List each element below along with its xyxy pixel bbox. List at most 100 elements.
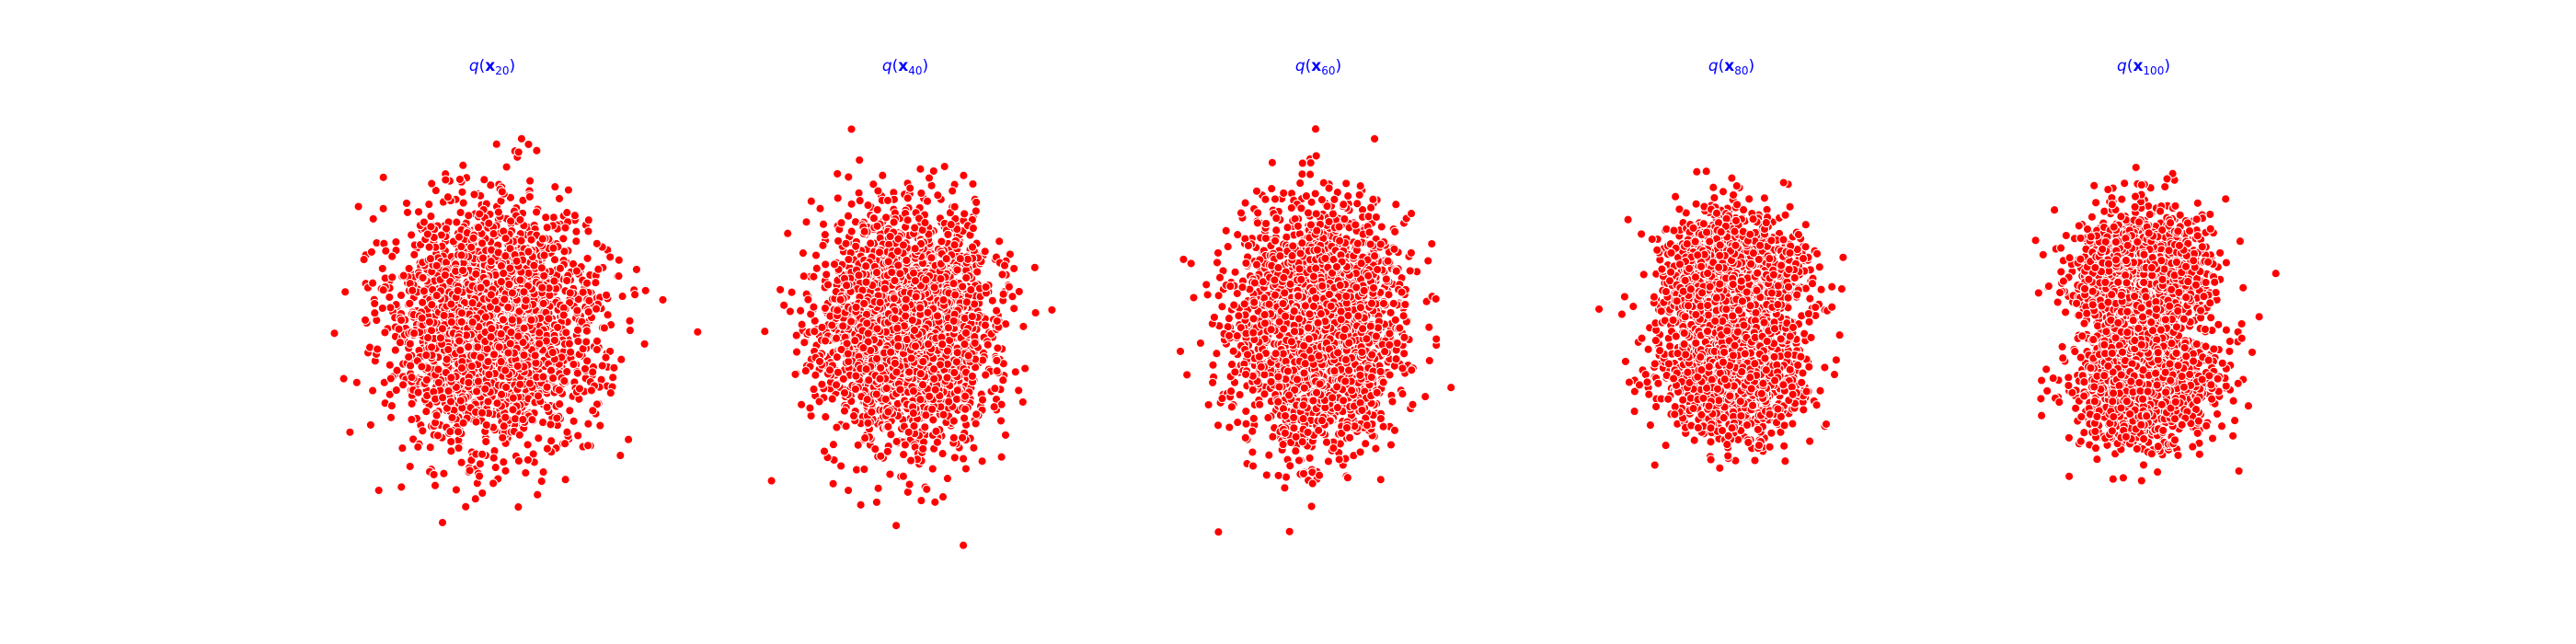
scatter-point (554, 385, 565, 396)
scatter-point (366, 247, 377, 258)
scatter-point (518, 414, 528, 425)
scatter-point (454, 174, 466, 185)
scatter-point (413, 442, 423, 452)
scatter-point (542, 443, 553, 454)
scatter-point (989, 402, 999, 412)
scatter-point (500, 294, 510, 305)
scatter-point (573, 336, 583, 347)
scatter-point (564, 339, 575, 349)
scatter-point (534, 339, 545, 349)
scatter-point (854, 188, 864, 198)
scatter-point (597, 361, 607, 371)
scatter-point (471, 386, 482, 397)
scatter-point (532, 145, 542, 155)
scatter-point (582, 441, 593, 451)
scatter-point (345, 427, 355, 437)
scatter-point (508, 393, 518, 403)
scatter-point (583, 226, 593, 236)
scatter-point (586, 385, 597, 396)
scatter-point (387, 251, 397, 261)
scatter-point (368, 213, 378, 224)
scatter-point (378, 285, 388, 295)
scatter-point (521, 467, 531, 478)
scatter-point (555, 399, 565, 409)
scatter-point (437, 517, 448, 528)
scatter-point (968, 178, 978, 190)
scatter-point (464, 211, 474, 221)
scatter-point (1009, 304, 1019, 314)
scatter-point (559, 439, 570, 449)
scatter-point (937, 236, 947, 247)
scatter-point (465, 466, 475, 476)
scatter-point (916, 188, 926, 199)
scatter-point (505, 339, 515, 349)
scatter-point (407, 414, 417, 425)
scatter-point (948, 186, 958, 196)
scatter-point (421, 350, 431, 361)
scatter-point (408, 285, 418, 295)
scatter-point (426, 342, 437, 352)
scatter-point (871, 497, 882, 508)
scatter-point (855, 195, 865, 206)
scatter-point (872, 204, 882, 215)
scatter-point (407, 398, 417, 409)
scatter-point (461, 501, 471, 512)
scatter-point (549, 255, 560, 265)
scatter-point (421, 407, 431, 417)
scatter-point (486, 290, 496, 300)
scatter-point (850, 336, 860, 346)
scatter-point (639, 339, 650, 350)
scatter-point (905, 455, 916, 466)
scatter-point (614, 270, 624, 282)
scatter-point (862, 395, 872, 405)
scatter-point (447, 412, 457, 423)
scatter-point (533, 489, 543, 500)
scatter-point (435, 333, 446, 343)
scatter-point (572, 305, 582, 316)
scatter-point (820, 303, 831, 314)
scatter-point (477, 488, 488, 499)
scatter-point (949, 240, 960, 250)
scatter-point (569, 211, 581, 221)
scatter-point (963, 351, 973, 361)
scatter-point (488, 478, 499, 489)
scatter-point (1047, 305, 1057, 316)
scatter-point (402, 207, 413, 218)
scatter-point (425, 254, 436, 264)
scatter-point (819, 446, 830, 456)
scatter-point (405, 339, 415, 349)
scatter-point (547, 347, 558, 358)
scatter-point (599, 323, 610, 333)
scatter-point (476, 282, 486, 293)
scatter-point (489, 453, 499, 463)
scatter-point (475, 209, 485, 219)
scatter-point (838, 374, 848, 385)
scatter-point (795, 305, 806, 316)
scatter-point (981, 370, 991, 380)
scatter-point (960, 209, 970, 219)
scatter-point (510, 414, 521, 424)
scatter-point (991, 305, 1002, 316)
scatter-point (503, 302, 513, 313)
scatter-point (516, 133, 527, 144)
scatter-point (915, 395, 926, 405)
scatter-point (572, 325, 583, 335)
scatter-point (467, 317, 477, 328)
scatter-point (591, 304, 602, 314)
scatter-point (658, 294, 668, 305)
scatter-point (538, 298, 548, 309)
scatter-point (815, 203, 825, 213)
scatter-point (609, 362, 619, 373)
scatter-point (799, 338, 810, 348)
scatter-point (811, 250, 822, 260)
scatter-point (640, 285, 650, 296)
scatter-point (456, 316, 466, 328)
scatter-point (498, 432, 508, 443)
scatter-point (951, 357, 962, 367)
scatter-point (484, 218, 494, 228)
scatter-point (397, 443, 408, 454)
scatter-point (456, 362, 467, 374)
scatter-point (521, 295, 531, 305)
scatter-point (615, 450, 626, 461)
